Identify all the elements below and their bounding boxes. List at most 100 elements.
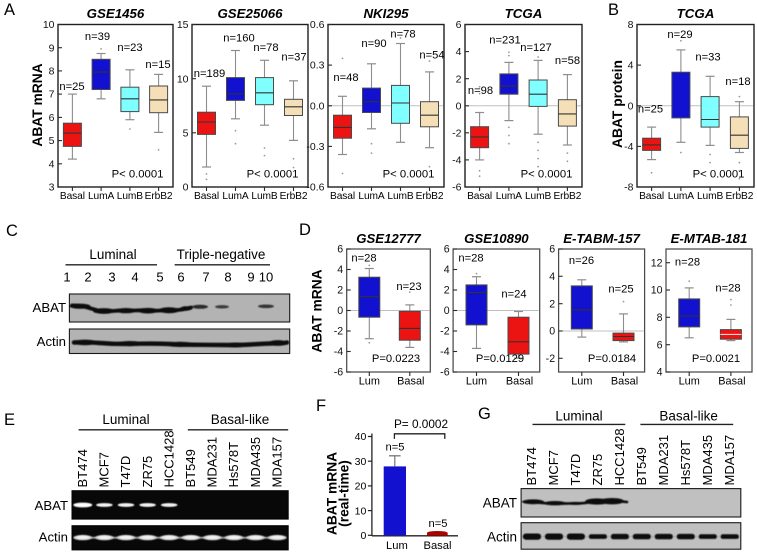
svg-text:7: 7 (49, 89, 55, 101)
svg-text:Basal: Basal (330, 191, 355, 202)
svg-text:ErbB2: ErbB2 (145, 191, 173, 202)
svg-text:Lum: Lum (386, 540, 408, 552)
svg-text:B: B (608, 1, 619, 19)
svg-text:4: 4 (549, 271, 555, 283)
svg-text:GSE10890: GSE10890 (464, 231, 529, 246)
svg-text:MDA231: MDA231 (205, 437, 220, 488)
svg-text:GSE25066: GSE25066 (217, 6, 283, 21)
svg-text:P=0.0223: P=0.0223 (372, 353, 420, 365)
svg-text:6: 6 (456, 19, 462, 31)
svg-text:n=5: n=5 (386, 442, 405, 454)
svg-text:7: 7 (202, 270, 209, 285)
svg-text:0: 0 (360, 530, 366, 542)
svg-text:Hs578T: Hs578T (678, 440, 693, 486)
svg-text:ErbB2: ErbB2 (280, 191, 308, 202)
svg-text:G: G (478, 405, 491, 423)
svg-text:GSE1456: GSE1456 (87, 6, 145, 21)
svg-text:0.3: 0.3 (310, 60, 325, 72)
svg-text:MCF7: MCF7 (97, 452, 112, 487)
svg-text:2: 2 (456, 73, 462, 85)
svg-text:HCC1428: HCC1428 (161, 430, 176, 487)
svg-text:n=28: n=28 (715, 283, 740, 295)
svg-text:GSE12777: GSE12777 (356, 231, 421, 246)
svg-text:1: 1 (63, 270, 70, 285)
svg-text:n=160: n=160 (223, 33, 254, 45)
svg-text:12: 12 (651, 257, 663, 269)
svg-text:Basal: Basal (718, 375, 745, 387)
svg-text:HCC1428: HCC1428 (612, 428, 627, 485)
svg-text:LumA: LumA (668, 191, 695, 202)
svg-text:3: 3 (49, 182, 55, 194)
svg-text:-0.3: -0.3 (306, 141, 324, 153)
svg-text:4: 4 (628, 60, 634, 72)
svg-text:2: 2 (337, 285, 343, 297)
svg-text:LumA: LumA (88, 191, 115, 202)
svg-text:6: 6 (49, 112, 55, 124)
svg-text:MDA157: MDA157 (269, 437, 284, 488)
svg-text:C: C (6, 222, 18, 240)
svg-text:BT549: BT549 (634, 447, 649, 485)
svg-text:10: 10 (259, 270, 273, 285)
svg-text:9: 9 (247, 270, 254, 285)
svg-text:n=48: n=48 (333, 72, 358, 84)
svg-text:n=127: n=127 (520, 42, 551, 54)
svg-text:LumB: LumB (251, 191, 278, 202)
svg-text:P< 0.0001: P< 0.0001 (112, 169, 164, 181)
svg-text:Lum: Lum (571, 375, 592, 387)
svg-text:n=39: n=39 (85, 31, 110, 43)
svg-text:4: 4 (657, 367, 663, 379)
svg-text:LumA: LumA (496, 191, 523, 202)
svg-text:4: 4 (131, 270, 138, 285)
svg-text:n=26: n=26 (569, 255, 594, 267)
svg-text:n=28: n=28 (351, 253, 376, 265)
svg-text:-4: -4 (440, 346, 450, 358)
svg-text:MDA435: MDA435 (248, 437, 263, 488)
svg-text:E-MTAB-181: E-MTAB-181 (671, 231, 748, 246)
svg-text:n=98: n=98 (468, 85, 493, 97)
svg-text:P< 0.0001: P< 0.0001 (521, 169, 573, 181)
svg-text:-4: -4 (452, 155, 461, 167)
svg-text:n=78: n=78 (253, 42, 278, 54)
svg-text:ZR75: ZR75 (140, 456, 155, 488)
svg-text:20: 20 (355, 481, 367, 493)
svg-text:Basal-like: Basal-like (659, 409, 718, 424)
svg-text:n=78: n=78 (390, 29, 415, 41)
svg-text:40: 40 (355, 431, 367, 443)
svg-text:2: 2 (84, 270, 91, 285)
svg-text:Basal: Basal (194, 191, 219, 202)
svg-text:Lum: Lum (466, 375, 487, 387)
svg-text:ABAT: ABAT (35, 498, 68, 513)
svg-text:MCF7: MCF7 (546, 450, 561, 485)
svg-text:-6: -6 (440, 367, 450, 379)
svg-text:ABAT mRNA: ABAT mRNA (30, 63, 45, 146)
svg-text:8: 8 (224, 270, 231, 285)
svg-text:Actin: Actin (39, 530, 68, 545)
svg-text:Basal: Basal (60, 191, 85, 202)
svg-text:n=5: n=5 (429, 518, 448, 530)
svg-text:ABAT: ABAT (483, 496, 517, 511)
svg-text:n=29: n=29 (667, 29, 692, 41)
svg-text:ErbB2: ErbB2 (416, 191, 444, 202)
svg-text:6: 6 (549, 244, 555, 256)
svg-text:TCGA: TCGA (505, 6, 543, 21)
svg-text:n=25: n=25 (638, 104, 663, 116)
svg-text:0.6: 0.6 (310, 19, 325, 31)
svg-text:5: 5 (183, 127, 189, 139)
svg-text:n=15: n=15 (145, 59, 170, 71)
svg-text:Actin: Actin (37, 334, 66, 349)
svg-text:A: A (4, 1, 15, 19)
svg-text:6: 6 (657, 339, 663, 351)
svg-text:Basal: Basal (424, 540, 452, 552)
svg-text:F: F (316, 397, 326, 415)
svg-text:T47D: T47D (118, 456, 133, 488)
svg-text:E: E (4, 411, 15, 429)
svg-text:n=25: n=25 (59, 81, 84, 93)
svg-text:-2: -2 (440, 326, 450, 338)
svg-text:3: 3 (108, 270, 115, 285)
svg-text:10: 10 (43, 19, 55, 31)
svg-text:Basal: Basal (639, 191, 664, 202)
svg-text:4: 4 (444, 264, 450, 276)
svg-text:BT474: BT474 (524, 447, 539, 485)
svg-text:10: 10 (651, 285, 663, 297)
svg-text:-8: -8 (624, 182, 633, 194)
